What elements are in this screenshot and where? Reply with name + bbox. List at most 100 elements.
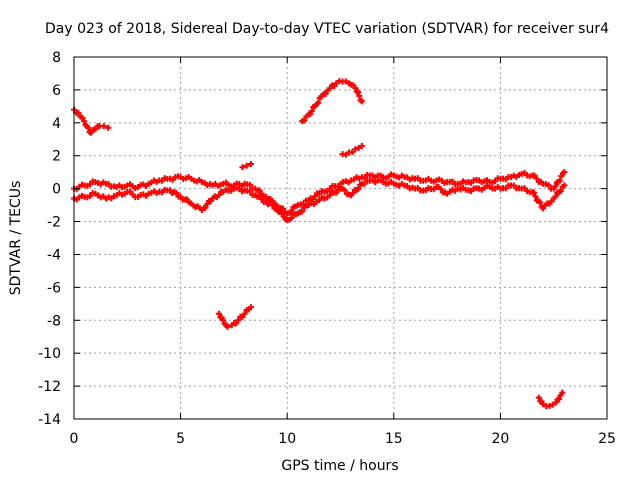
data-point bbox=[224, 323, 231, 330]
data-point bbox=[559, 389, 566, 396]
data-point bbox=[75, 109, 82, 116]
data-point bbox=[437, 186, 444, 193]
data-point bbox=[545, 182, 552, 189]
data-point bbox=[552, 193, 559, 200]
data-point bbox=[549, 401, 556, 408]
data-point bbox=[256, 187, 263, 194]
y-tick-label: 4 bbox=[52, 116, 61, 132]
data-point bbox=[273, 205, 280, 212]
data-point bbox=[85, 124, 92, 131]
x-tick-label: 15 bbox=[385, 431, 403, 447]
data-point bbox=[341, 187, 348, 194]
y-tick-labels: -14 -12 -10 -8 -6 -4 -2 0 2 4 6 8 bbox=[38, 50, 61, 428]
grid-lines bbox=[74, 57, 607, 419]
data-point bbox=[235, 317, 242, 324]
data-point bbox=[243, 162, 250, 169]
data-point bbox=[92, 126, 99, 133]
data-point bbox=[300, 201, 307, 208]
data-point bbox=[350, 82, 357, 89]
data-point bbox=[333, 189, 340, 196]
data-point bbox=[556, 396, 563, 403]
data-point bbox=[278, 209, 285, 216]
y-tick-label: -8 bbox=[47, 313, 61, 329]
data-point bbox=[215, 310, 222, 317]
data-point bbox=[202, 204, 209, 211]
x-tick-label: 0 bbox=[70, 431, 79, 447]
data-point bbox=[247, 304, 254, 311]
data-point bbox=[173, 190, 180, 197]
data-point bbox=[540, 401, 547, 408]
y-tick-label: -4 bbox=[47, 247, 61, 263]
y-tick-label: -2 bbox=[47, 215, 61, 231]
data-point bbox=[356, 92, 363, 99]
data-point bbox=[311, 193, 318, 200]
data-point bbox=[530, 189, 537, 196]
data-point bbox=[349, 190, 356, 197]
y-axis-label: SDTVAR / TECUs bbox=[8, 181, 24, 296]
data-point bbox=[247, 160, 254, 167]
y-tick-label: -6 bbox=[47, 280, 61, 296]
y-tick-label: -14 bbox=[38, 412, 61, 428]
x-tick-labels: 0 5 10 15 20 25 bbox=[70, 431, 616, 447]
x-axis-label: GPS time / hours bbox=[281, 458, 398, 474]
data-point bbox=[533, 175, 540, 182]
data-point bbox=[358, 98, 365, 105]
data-point bbox=[342, 78, 349, 85]
data-point bbox=[246, 188, 253, 195]
data-point bbox=[355, 145, 362, 152]
x-tick-label: 25 bbox=[598, 431, 616, 447]
data-point bbox=[100, 123, 107, 130]
data-point bbox=[233, 320, 240, 327]
data-points bbox=[71, 78, 568, 410]
chart-title: Day 023 of 2018, Sidereal Day-to-day VTE… bbox=[45, 21, 609, 37]
x-tick-label: 5 bbox=[176, 431, 185, 447]
data-point bbox=[239, 313, 246, 320]
data-point bbox=[288, 207, 295, 214]
data-point bbox=[301, 117, 308, 124]
data-point bbox=[239, 164, 246, 171]
data-point bbox=[241, 310, 248, 317]
data-point bbox=[552, 183, 559, 190]
data-point bbox=[352, 146, 359, 153]
data-point bbox=[269, 201, 276, 208]
y-tick-label: 2 bbox=[52, 149, 61, 165]
y-tick-label: -12 bbox=[38, 379, 61, 395]
y-tick-label: -10 bbox=[38, 346, 61, 362]
data-point bbox=[308, 108, 315, 115]
data-point bbox=[352, 85, 359, 92]
y-tick-label: 8 bbox=[52, 50, 61, 66]
data-point bbox=[80, 118, 87, 125]
data-point bbox=[492, 178, 499, 185]
data-point bbox=[557, 188, 564, 195]
data-point bbox=[246, 181, 253, 188]
data-point bbox=[105, 124, 112, 131]
y-tick-label: 0 bbox=[52, 182, 61, 198]
x-tick-label: 10 bbox=[278, 431, 296, 447]
plot-frame bbox=[73, 56, 608, 420]
data-point bbox=[322, 90, 329, 97]
data-point bbox=[333, 80, 340, 87]
data-point bbox=[561, 182, 568, 189]
data-point bbox=[354, 89, 361, 96]
data-point bbox=[358, 142, 365, 149]
data-point bbox=[546, 402, 553, 409]
data-point bbox=[315, 99, 322, 106]
data-point bbox=[349, 149, 356, 156]
data-point bbox=[536, 199, 543, 206]
data-point bbox=[299, 208, 306, 215]
data-point bbox=[220, 317, 227, 324]
data-point bbox=[561, 169, 568, 176]
data-point bbox=[215, 192, 222, 199]
data-point bbox=[532, 193, 539, 200]
axis-ticks bbox=[73, 56, 608, 420]
data-point bbox=[79, 114, 86, 121]
data-point bbox=[279, 205, 286, 212]
y-tick-label: 6 bbox=[52, 83, 61, 99]
data-point bbox=[535, 394, 542, 401]
x-tick-label: 20 bbox=[491, 431, 509, 447]
data-point bbox=[556, 177, 563, 184]
data-point bbox=[355, 185, 362, 192]
data-point bbox=[288, 214, 295, 221]
data-point bbox=[342, 151, 349, 158]
